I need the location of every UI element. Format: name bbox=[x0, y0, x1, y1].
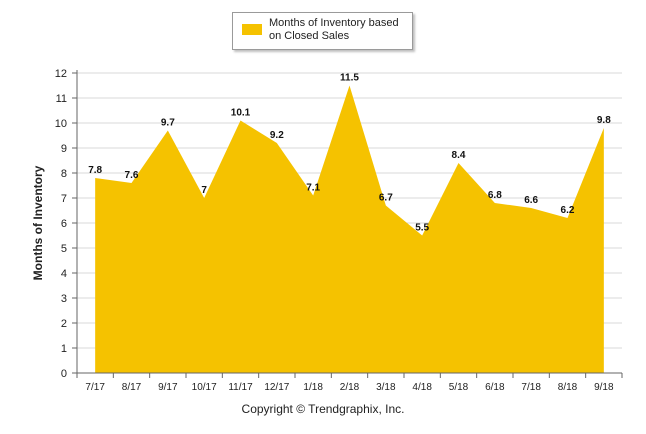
x-tick-label: 5/18 bbox=[449, 382, 469, 393]
x-tick-label: 10/17 bbox=[192, 382, 217, 393]
x-tick-label: 11/17 bbox=[228, 382, 253, 393]
data-label: 6.7 bbox=[379, 193, 393, 204]
x-tick-label: 8/17 bbox=[122, 382, 142, 393]
data-label: 9.7 bbox=[161, 118, 175, 129]
data-label: 9.8 bbox=[597, 115, 611, 126]
data-label: 6.6 bbox=[524, 195, 538, 206]
x-tick-label: 9/18 bbox=[594, 382, 614, 393]
data-label: 6.2 bbox=[561, 205, 575, 216]
area-series bbox=[95, 85, 604, 373]
data-label: 11.5 bbox=[340, 73, 359, 84]
y-axis-title: Months of Inventory bbox=[31, 165, 45, 281]
x-tick-label: 4/18 bbox=[412, 382, 432, 393]
data-label: 7.1 bbox=[306, 183, 320, 194]
data-label: 5.5 bbox=[415, 223, 429, 234]
data-label: 6.8 bbox=[488, 190, 502, 201]
legend-swatch bbox=[242, 24, 262, 35]
x-tick-label: 7/17 bbox=[85, 382, 105, 393]
y-tick-label: 7 bbox=[61, 193, 67, 205]
axes bbox=[72, 70, 623, 378]
x-tick-label: 3/18 bbox=[376, 382, 396, 393]
x-tick-label: 7/18 bbox=[521, 382, 541, 393]
x-tick-labels: 7/17 8/17 9/17 10/17 11/17 12/17 1/18 2/18 3/18 4… bbox=[85, 382, 614, 393]
y-tick-label: 6 bbox=[61, 218, 67, 230]
data-label: 10.1 bbox=[231, 108, 251, 119]
y-tick-label: 5 bbox=[61, 243, 67, 255]
data-labels: 7.8 7.6 9.7 7 10.1 9.2 7.1 11.5 6.7 5.5 8.4 6.8 6.6 6… bbox=[88, 73, 611, 234]
data-label: 9.2 bbox=[270, 130, 284, 141]
legend: Months of Inventory based on Closed Sale… bbox=[232, 12, 413, 50]
y-tick-label: 8 bbox=[61, 168, 67, 180]
x-tick-label: 12/17 bbox=[264, 382, 289, 393]
y-tick-label: 0 bbox=[61, 368, 67, 380]
y-tick-label: 10 bbox=[55, 118, 67, 130]
y-tick-label: 9 bbox=[61, 143, 67, 155]
data-label: 7.6 bbox=[125, 170, 139, 181]
x-tick-label: 2/18 bbox=[340, 382, 360, 393]
y-tick-label: 2 bbox=[61, 318, 67, 330]
x-tick-label: 1/18 bbox=[303, 382, 323, 393]
y-tick-label: 1 bbox=[61, 343, 67, 355]
area-fill bbox=[95, 85, 604, 373]
data-label: 7.8 bbox=[88, 165, 102, 176]
x-tick-label: 9/17 bbox=[158, 382, 178, 393]
data-label: 7 bbox=[201, 185, 207, 196]
x-tick-label: 8/18 bbox=[558, 382, 578, 393]
y-tick-label: 12 bbox=[55, 68, 67, 80]
y-tick-label: 3 bbox=[61, 293, 67, 305]
y-tick-label: 4 bbox=[61, 268, 67, 280]
copyright-footer: Copyright © Trendgraphix, Inc. bbox=[241, 402, 405, 416]
legend-label: Months of Inventory based on Closed Sale… bbox=[269, 17, 399, 42]
y-tick-label: 11 bbox=[56, 93, 67, 105]
x-tick-label: 6/18 bbox=[485, 382, 505, 393]
data-label: 8.4 bbox=[452, 150, 466, 161]
